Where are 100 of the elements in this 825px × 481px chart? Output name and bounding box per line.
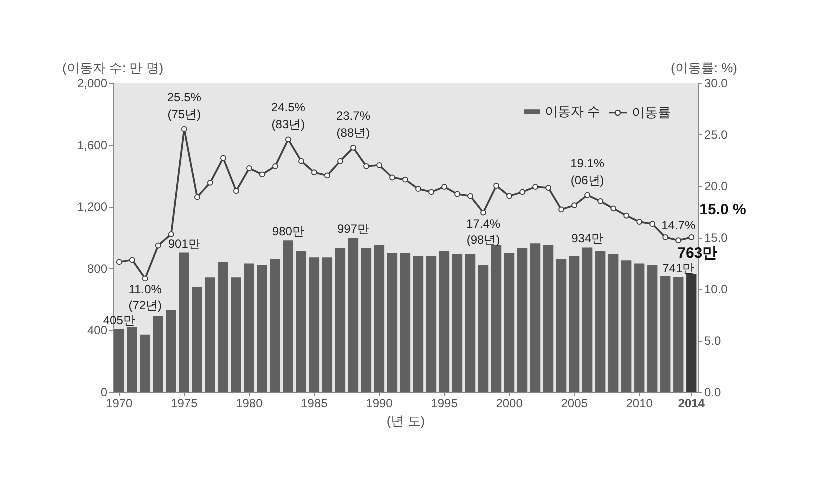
point	[572, 202, 578, 209]
point	[598, 198, 604, 204]
bar	[530, 244, 541, 392]
data-label: 763만	[678, 245, 718, 262]
bar	[634, 264, 645, 392]
bar	[582, 248, 593, 392]
point	[624, 212, 630, 219]
point	[402, 176, 408, 183]
point	[220, 155, 226, 162]
point	[246, 166, 252, 172]
x-tick-label: 2014	[678, 396, 706, 410]
point	[390, 174, 396, 181]
data-label: 17.4% (98년)	[466, 216, 501, 247]
point	[338, 158, 344, 164]
bar	[270, 259, 281, 392]
bar	[452, 254, 463, 392]
point	[376, 162, 382, 168]
data-label: 901만	[168, 236, 200, 251]
y2-tick-label: 10.0	[704, 282, 728, 296]
point	[454, 191, 460, 198]
data-label: 15.0 %	[700, 202, 746, 218]
bar	[596, 251, 606, 392]
bar	[309, 258, 320, 392]
point	[233, 188, 240, 194]
y2-axis-title: (이동률: %)	[671, 60, 738, 76]
y-axis-title: (이동자 수: 만 명)	[62, 60, 164, 76]
y2-tick-label: 0.0	[704, 386, 722, 400]
point	[650, 221, 656, 228]
point	[129, 257, 136, 264]
point	[194, 194, 200, 200]
data-label: 997만	[337, 222, 370, 236]
bar	[504, 252, 515, 392]
y2-tick-label: 25.0	[704, 128, 728, 142]
x-axis-title: (년 도)	[386, 414, 426, 428]
bar	[622, 260, 632, 392]
bar	[218, 262, 228, 392]
bar	[686, 274, 697, 392]
y-tick-label: 0	[100, 386, 108, 400]
bar	[648, 265, 658, 392]
bar	[556, 259, 567, 392]
x-tick-label: 1985	[301, 396, 328, 410]
bar	[192, 286, 202, 392]
bar	[257, 265, 268, 392]
data-label: 23.7% (88년)	[336, 108, 371, 140]
bar	[205, 278, 216, 392]
point	[259, 172, 266, 178]
bar	[244, 264, 255, 392]
y2-tick-label: 30.0	[704, 76, 728, 90]
bar	[570, 256, 580, 392]
data-label: 19.1% (06년)	[570, 156, 605, 188]
point	[468, 193, 474, 200]
point	[142, 276, 148, 282]
x-tick-label: 2010	[626, 396, 654, 410]
point	[116, 259, 122, 266]
bar	[296, 251, 307, 392]
point	[312, 170, 318, 176]
point	[350, 144, 356, 151]
bar	[478, 265, 489, 392]
y-tick-label: 800	[87, 262, 108, 276]
point	[688, 234, 695, 240]
bar	[543, 245, 554, 392]
bar	[322, 258, 333, 392]
bar	[374, 245, 385, 392]
point	[676, 238, 682, 244]
bar	[660, 276, 671, 392]
y-tick-label: 1,200	[77, 200, 108, 214]
bar	[335, 248, 346, 392]
point	[298, 158, 304, 164]
point	[168, 231, 174, 238]
x-tick-label: 1990	[366, 396, 394, 410]
point	[155, 242, 162, 249]
y2-tick-label: 20.0	[704, 180, 728, 194]
bar	[348, 238, 359, 392]
x-tick-label: 1975	[171, 396, 198, 410]
bar	[517, 248, 528, 392]
data-label: 25.5% (75년)	[167, 90, 202, 122]
point	[442, 184, 448, 190]
x-tick-label: 2005	[561, 396, 588, 410]
x-tick-label: 1970	[106, 396, 134, 410]
y-tick-label: 2,000	[77, 76, 108, 90]
x-tick-label: 1980	[236, 396, 264, 410]
point	[480, 210, 486, 216]
y2-tick-label: 5.0	[704, 334, 722, 348]
point	[546, 185, 552, 192]
data-label: 934만	[572, 232, 604, 246]
bar	[114, 329, 124, 392]
bar	[153, 316, 164, 392]
point	[286, 136, 292, 143]
data-label: 741만	[662, 262, 695, 276]
bar	[166, 310, 176, 392]
point	[272, 163, 278, 170]
y-tick-label: 1,600	[77, 138, 108, 152]
bar	[179, 252, 190, 392]
point	[506, 193, 512, 200]
bar	[127, 327, 138, 392]
point	[428, 189, 434, 196]
bar	[283, 240, 294, 392]
x-tick-label: 2000	[496, 396, 524, 410]
bar	[439, 251, 450, 392]
point	[558, 206, 565, 213]
